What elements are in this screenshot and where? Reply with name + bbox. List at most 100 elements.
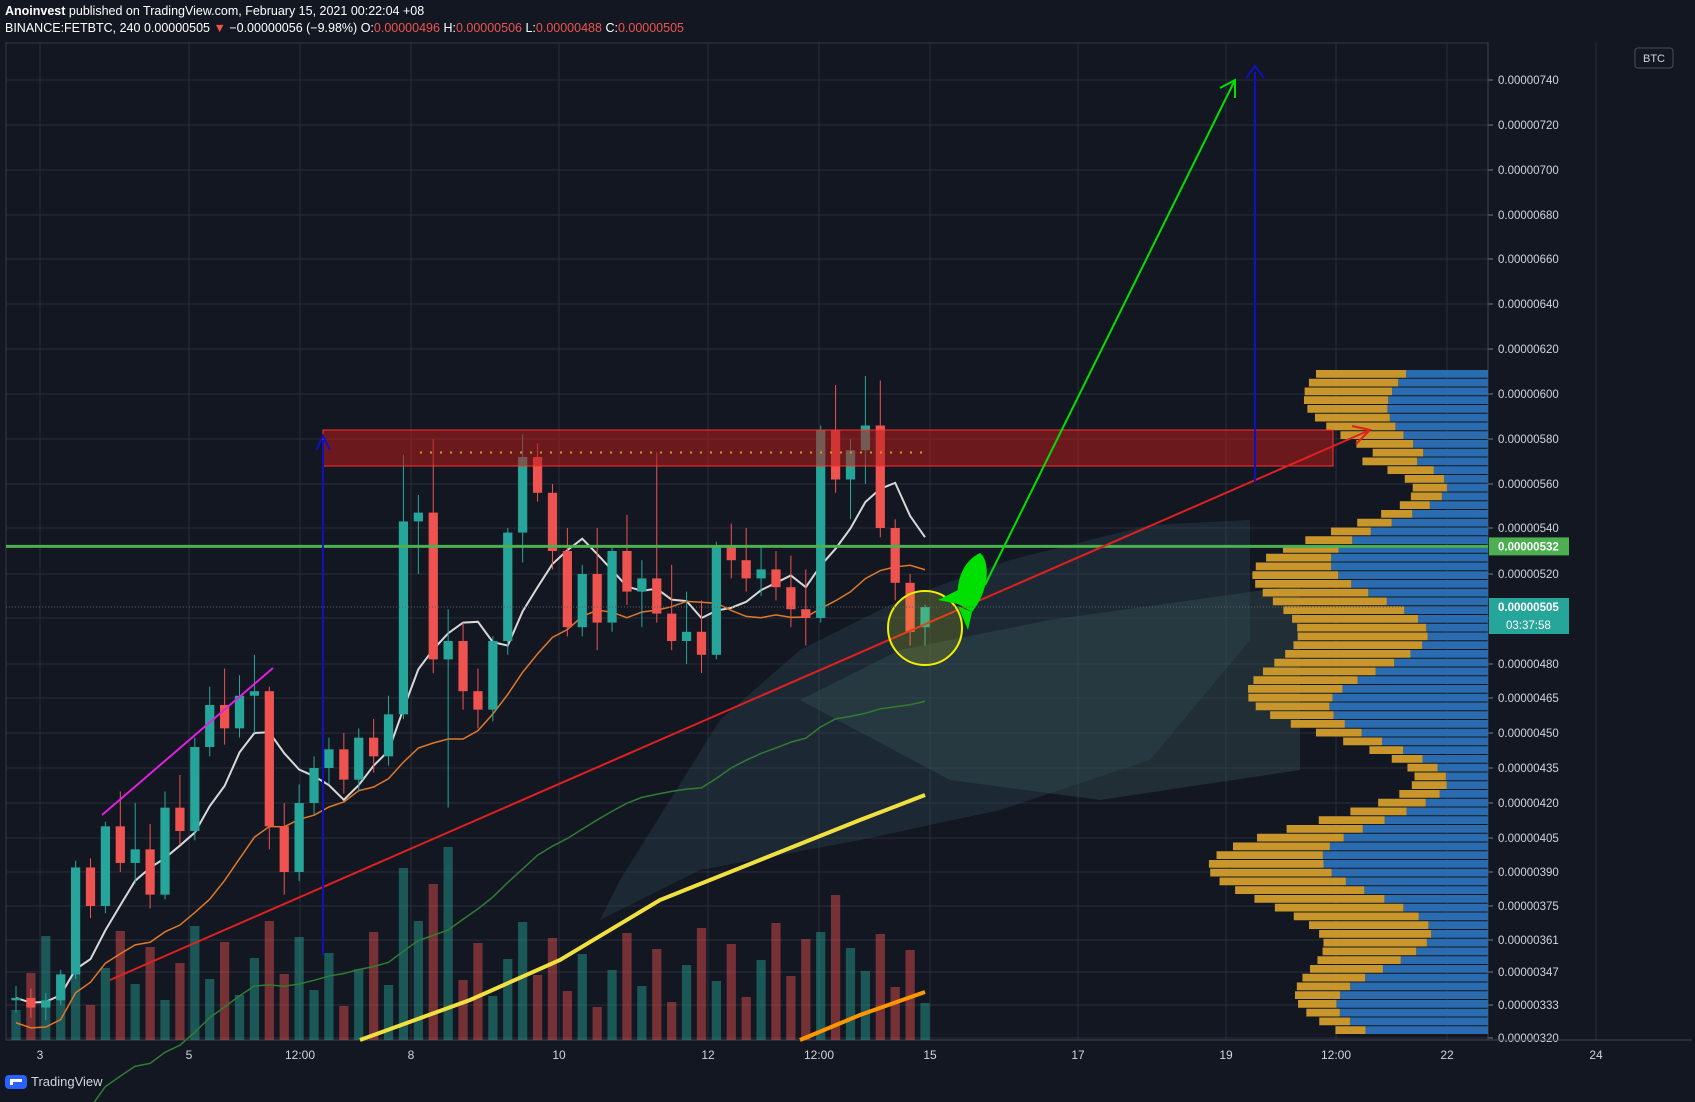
volume-profile-bar-up [1418, 615, 1488, 623]
volume-profile-bar-up [1406, 807, 1488, 816]
y-tick-label: 0.00000405 [1498, 833, 1559, 845]
volume-bar [205, 979, 215, 1040]
volume-profile-bar-down [1293, 641, 1423, 649]
volume-profile-bar-up [1428, 921, 1488, 929]
volume-profile-bar-up [1361, 728, 1488, 737]
candle-body [398, 521, 409, 715]
candle-body [428, 512, 438, 660]
volume-profile-bar-up [1404, 606, 1488, 614]
volume-profile-bar-down [1319, 1017, 1350, 1026]
author-name[interactable]: Anoinvest [5, 4, 66, 18]
volume-profile-bar-up [1387, 405, 1488, 413]
volume-profile-bar-up [1416, 947, 1488, 956]
volume-profile-bar-down [1290, 720, 1345, 728]
volume-bar [339, 1006, 349, 1040]
candle-body [11, 997, 21, 1001]
volume-profile-bar-down [1326, 422, 1396, 431]
candle-body [190, 747, 200, 831]
volume-bar [279, 974, 289, 1040]
volume-profile-bar-up [1395, 422, 1488, 431]
candle-body [801, 609, 811, 618]
y-tick-label: 0.00000640 [1498, 299, 1559, 311]
y-tick-label: 0.00000347 [1498, 967, 1559, 979]
volume-profile-bar-down [1381, 510, 1413, 518]
volume-profile-bar-up [1429, 501, 1488, 509]
volume-profile-bar-down [1253, 676, 1358, 684]
volume-profile-bar-up [1362, 825, 1488, 833]
volume-profile-bar-up [1338, 545, 1488, 553]
candle-body [771, 569, 781, 588]
x-tick-label: 8 [408, 1048, 415, 1062]
candle-body [443, 641, 453, 660]
volume-profile-bar-up [1394, 658, 1488, 667]
volume-bar [383, 985, 394, 1040]
last-price-label: 0.00000505 [1498, 602, 1559, 614]
footer-brand[interactable]: TradingView [5, 1074, 103, 1089]
volume-profile-bar-down [1304, 387, 1393, 396]
candle-body [696, 631, 707, 655]
x-tick-label: 5 [186, 1048, 193, 1062]
volume-profile-bar-down [1252, 571, 1339, 579]
volume-profile-bar-down [1399, 790, 1440, 798]
y-tick-label: 0.00000390 [1498, 867, 1559, 879]
volume-profile-bar-down [1248, 693, 1333, 702]
volume-profile-bar-down [1262, 588, 1369, 597]
volume-bar [85, 1005, 96, 1040]
volume-profile-bar-down [1235, 886, 1365, 894]
symbol-label[interactable]: BINANCE:FETBTC, 240 [5, 21, 141, 35]
volume-bar [190, 926, 200, 1040]
candle-body [890, 528, 900, 583]
low-label: L: [525, 21, 536, 35]
volume-profile-bar-down [1270, 711, 1334, 719]
volume-profile-bar-up [1336, 1000, 1488, 1008]
volume-profile-bar-up [1384, 816, 1488, 824]
trendline [109, 429, 1371, 981]
volume-profile-bar-down [1255, 580, 1352, 588]
volume-profile-bar-down [1210, 868, 1332, 877]
volume-profile-bar-down [1272, 597, 1387, 606]
volume-profile-bar-up [1391, 518, 1488, 527]
volume-profile-bar-down [1357, 518, 1392, 527]
volume-profile-bar-down [1378, 798, 1426, 807]
volume-profile-bar-up [1331, 868, 1488, 877]
ma-green-line [93, 700, 926, 1102]
volume-profile-bar-up [1403, 431, 1488, 439]
x-tick-label: 19 [1219, 1048, 1233, 1062]
candle-body [637, 578, 647, 592]
volume-bar [681, 965, 692, 1040]
volume-profile-bar-down [1315, 728, 1362, 737]
volume-profile-bar-down [1410, 492, 1442, 501]
volume-profile-bar-down [1387, 466, 1434, 474]
volume-profile-bar-up [1349, 1017, 1488, 1026]
volume-profile-bar-down [1255, 562, 1332, 571]
volume-bar [711, 981, 721, 1040]
volume-bar [741, 997, 751, 1040]
y-tick-label: 0.00000620 [1498, 344, 1559, 356]
candle-body [115, 826, 125, 863]
y-tick-label: 0.00000465 [1498, 693, 1559, 705]
candle-body [85, 867, 96, 906]
x-tick-label: 12:00 [804, 1048, 834, 1062]
candle-body [234, 695, 245, 729]
volume-bar [294, 937, 304, 1040]
volume-profile-bar-up [1400, 956, 1488, 964]
measure-arrowhead-left [315, 433, 331, 451]
volume-bar [771, 923, 781, 1040]
volume-profile-bar-down [1274, 903, 1404, 912]
volume-profile-bar-up [1413, 440, 1488, 448]
volume-profile-bar-up [1389, 413, 1488, 422]
volume-profile-bar-up [1329, 702, 1488, 711]
resistance-zone [322, 429, 1334, 467]
volume-profile-bar-up [1365, 973, 1488, 982]
volume-profile-bar-down [1257, 833, 1344, 842]
high-label: H: [443, 21, 456, 35]
volume-profile-bar-down [1412, 483, 1447, 492]
candle-body [711, 546, 721, 655]
volume-profile-bar-down [1266, 553, 1332, 562]
open-value: 0.00000496 [373, 21, 440, 35]
candle-body [145, 849, 155, 895]
volume-bar [562, 991, 572, 1040]
volume-profile-bar-down [1314, 413, 1390, 422]
volume-profile-bar-down [1232, 842, 1330, 851]
